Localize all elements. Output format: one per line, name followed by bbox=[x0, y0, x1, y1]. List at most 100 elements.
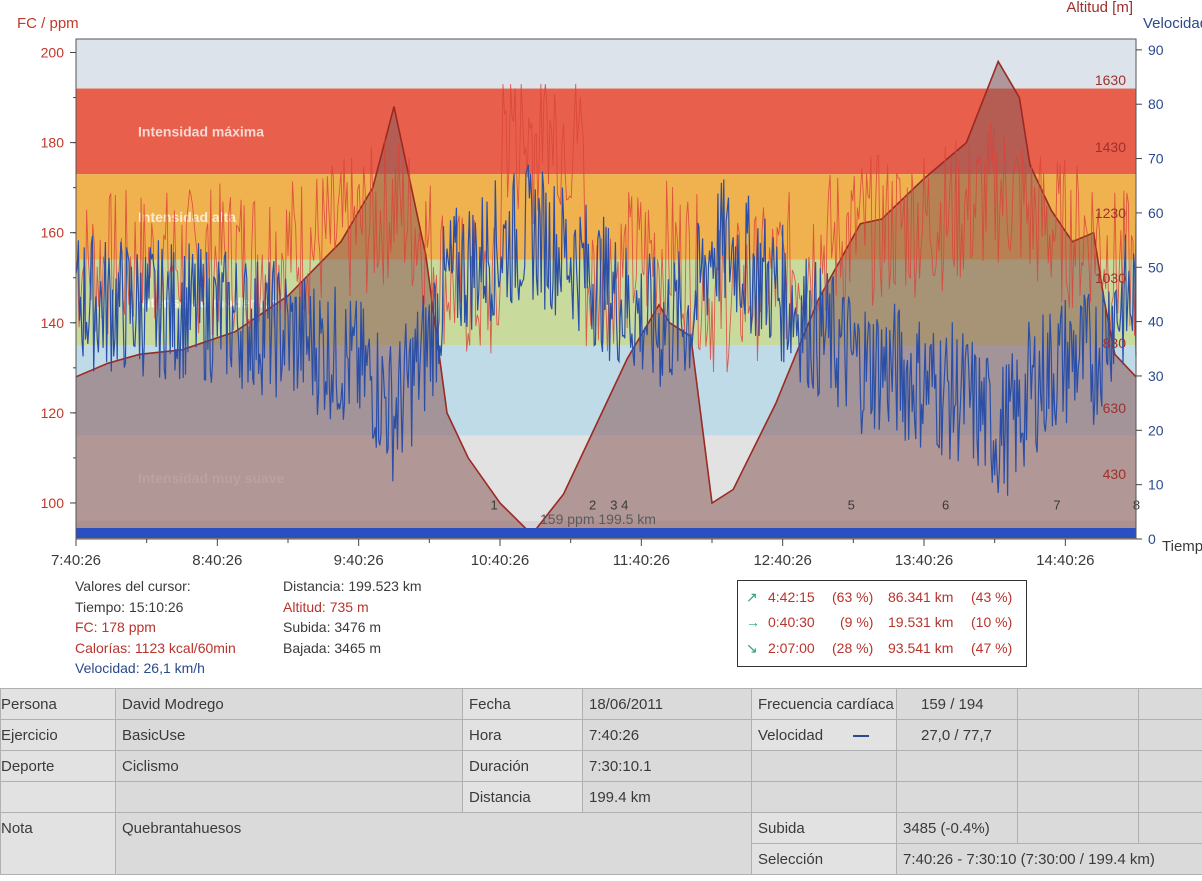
ejercicio-value[interactable]: BasicUse bbox=[115, 719, 463, 751]
vel-value[interactable]: 27,0 / 77,7 bbox=[896, 719, 1018, 751]
seleccion-value[interactable]: 7:40:26 - 7:30:10 (7:30:00 / 199.4 km) bbox=[896, 843, 1202, 875]
empty-cell bbox=[1138, 812, 1202, 844]
right-tick-label: 50 bbox=[1148, 259, 1164, 275]
empty-cell bbox=[1017, 812, 1139, 844]
altitude-layer bbox=[75, 59, 1137, 539]
lap-marker-label: 5 bbox=[848, 498, 855, 513]
left-tick-label: 140 bbox=[41, 315, 65, 331]
empty-cell bbox=[1138, 750, 1202, 782]
cursor-altitude: Altitud: 735 m bbox=[283, 598, 369, 615]
altitude-tick-label: 1630 bbox=[1095, 72, 1126, 88]
altitude-tick-label: 1230 bbox=[1095, 205, 1126, 221]
hora-label: Hora bbox=[462, 719, 583, 751]
stats-pct: (9 %) bbox=[840, 614, 874, 630]
hora-value[interactable]: 7:40:26 bbox=[582, 719, 752, 751]
stats-dist-pct: (10 %) bbox=[971, 614, 1013, 630]
stats-time: 0:40:30 bbox=[768, 614, 815, 630]
empty-cell bbox=[115, 781, 463, 813]
x-tick-label: 10:40:26 bbox=[471, 552, 529, 569]
duracion-value[interactable]: 7:30:10.1 bbox=[582, 750, 752, 782]
persona-value[interactable]: David Modrego bbox=[115, 688, 463, 720]
plot-frame bbox=[75, 38, 1137, 540]
right-tick-label: 90 bbox=[1148, 42, 1164, 58]
left-tick-label: 200 bbox=[41, 45, 65, 61]
stats-time: 4:42:15 bbox=[768, 589, 815, 605]
empty-cell bbox=[1017, 719, 1139, 751]
left-tick-label: 120 bbox=[41, 405, 65, 421]
left-axis-title: FC / ppm bbox=[17, 15, 79, 32]
stats-dist-pct: (43 %) bbox=[971, 589, 1013, 605]
empty-cell bbox=[1017, 781, 1139, 813]
distancia-value[interactable]: 199.4 km bbox=[582, 781, 752, 813]
empty-cell bbox=[1138, 688, 1202, 720]
x-tick-label: 7:40:26 bbox=[51, 552, 101, 569]
right-tick-label: 40 bbox=[1148, 314, 1164, 330]
altitude-tick-label: 1430 bbox=[1095, 139, 1126, 155]
x-tick-label: 8:40:26 bbox=[192, 552, 242, 569]
speed-legend-line-icon bbox=[853, 734, 870, 737]
altitude-tick-label: 830 bbox=[1103, 335, 1127, 351]
lap-marker-label: 2 bbox=[589, 498, 596, 513]
ejercicio-label: Ejercicio bbox=[0, 719, 116, 751]
empty-cell bbox=[0, 781, 116, 813]
cursor-values-panel: Valores del cursor: Tiempo: 15:10:26 FC:… bbox=[75, 576, 236, 679]
empty-cell bbox=[751, 750, 897, 782]
subida-value[interactable]: 3485 (-0.4%) bbox=[896, 812, 1018, 844]
stats-row-down: ↘ 2:07:00 (28 %) 93.541 km (47 %) bbox=[738, 640, 1026, 660]
slope-stats-box: ↗ 4:42:15 (63 %) 86.341 km (43 %) → 0:40… bbox=[737, 580, 1027, 667]
fecha-value[interactable]: 18/06/2011 bbox=[582, 688, 752, 720]
x-axis-title: Tiempo bbox=[1162, 538, 1202, 555]
table-row: Ejercicio BasicUse Hora 7:40:26 Velocida… bbox=[0, 719, 1202, 751]
lap-marker-label: 6 bbox=[942, 498, 949, 513]
cursor-title: Valores del cursor: bbox=[75, 578, 191, 594]
heart-rate-line bbox=[75, 83, 1137, 373]
stats-row-up: ↗ 4:42:15 (63 %) 86.341 km (43 %) bbox=[738, 589, 1026, 609]
lap-marker-label: 3 4 bbox=[610, 498, 628, 513]
altitude-tick-label: 1030 bbox=[1095, 270, 1126, 286]
right-tick-label: 0 bbox=[1148, 531, 1156, 547]
right-axis-title: Velocidad bbox=[1143, 15, 1202, 32]
distance-bar bbox=[76, 528, 1136, 538]
empty-cell bbox=[1138, 719, 1202, 751]
deporte-value[interactable]: Ciclismo bbox=[115, 750, 463, 782]
empty-cell bbox=[1017, 688, 1139, 720]
x-tick-label: 14:40:26 bbox=[1036, 552, 1094, 569]
right-tick-label: 30 bbox=[1148, 368, 1164, 384]
left-tick-label: 180 bbox=[41, 135, 65, 151]
nota-value[interactable]: Quebrantahuesos bbox=[115, 812, 752, 875]
distancia-label: Distancia bbox=[462, 781, 583, 813]
speed-layer bbox=[75, 164, 1137, 538]
stats-dist: 86.341 km bbox=[888, 589, 954, 605]
vel-label-text: Velocidad bbox=[758, 726, 824, 744]
fc-value[interactable]: 159 / 194 bbox=[896, 688, 1018, 720]
zone-label: Intensidad máxima bbox=[138, 123, 264, 139]
heart-rate-layer bbox=[75, 83, 1137, 373]
speed-line bbox=[75, 164, 1137, 496]
x-tick-label: 12:40:26 bbox=[753, 552, 811, 569]
stats-dist: 19.531 km bbox=[888, 614, 954, 630]
x-tick-label: 9:40:26 bbox=[334, 552, 384, 569]
stats-time: 2:07:00 bbox=[768, 640, 815, 656]
empty-cell bbox=[1138, 781, 1202, 813]
seleccion-label: Selección bbox=[751, 843, 897, 875]
summary-table: Persona David Modrego Fecha 18/06/2011 F… bbox=[0, 688, 1202, 875]
cursor-speed: Velocidad: 26,1 km/h bbox=[75, 660, 205, 676]
altitude-tick-label: 430 bbox=[1103, 466, 1127, 482]
altitude-area bbox=[76, 61, 1136, 539]
lap-marker-label: 7 bbox=[1053, 498, 1060, 513]
fc-label: Frecuencia cardíaca bbox=[751, 688, 897, 720]
fecha-label: Fecha bbox=[462, 688, 583, 720]
up-arrow-icon: ↗ bbox=[746, 589, 758, 605]
altitude-tick-label: 630 bbox=[1103, 400, 1127, 416]
table-row: Deporte Ciclismo Duración 7:30:10.1 bbox=[0, 750, 1202, 782]
table-row: Persona David Modrego Fecha 18/06/2011 F… bbox=[0, 688, 1202, 720]
vel-label: Velocidad bbox=[751, 719, 897, 751]
cursor-hr: FC: 178 ppm bbox=[75, 619, 156, 635]
left-tick-label: 100 bbox=[41, 495, 65, 511]
right-tick-label: 70 bbox=[1148, 151, 1164, 167]
table-row: Nota Quebrantahuesos Subida 3485 (-0.4%) bbox=[0, 812, 1202, 875]
empty-cell bbox=[896, 750, 1018, 782]
stats-pct: (63 %) bbox=[832, 589, 874, 605]
